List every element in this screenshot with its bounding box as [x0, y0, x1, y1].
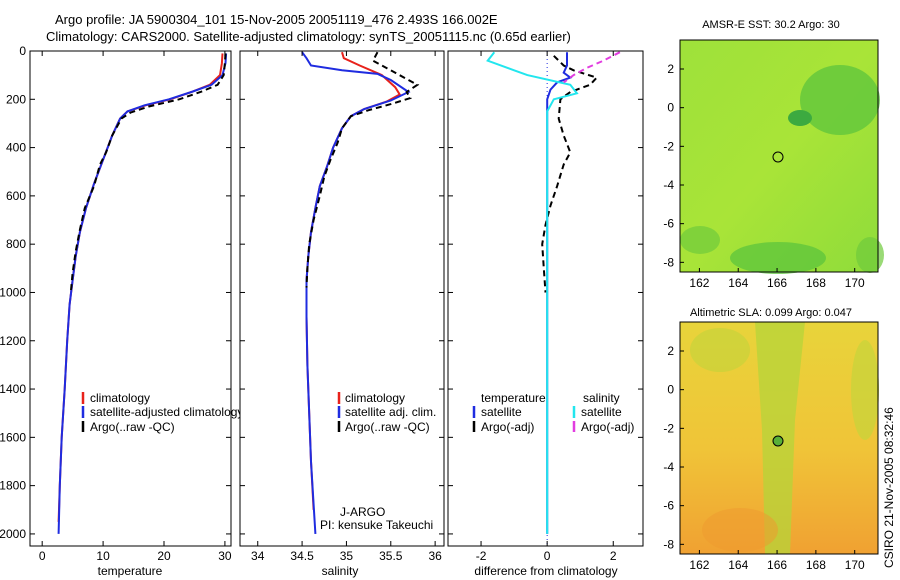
x-tick-label: 34: [251, 549, 265, 563]
sla-east-band: [851, 340, 879, 440]
legend-satellite-label: satellite-adjusted climatology: [90, 405, 243, 419]
map-y-tick-label: -2: [663, 421, 674, 435]
legend-climatology-label: climatology: [90, 391, 150, 405]
x-tick-label: 20: [157, 549, 171, 563]
sst-map-title: AMSR-E SST: 30.2 Argo: 30: [702, 19, 840, 31]
x-tick-label: 36: [428, 549, 442, 563]
map-x-tick-label: 166: [767, 558, 787, 572]
legend-salinity-argo-label: Argo(-adj): [581, 420, 634, 434]
difference-xlabel: difference from climatology: [474, 564, 617, 578]
map-y-tick-label: 0: [667, 383, 674, 397]
x-tick-label: -2: [476, 549, 487, 563]
x-tick-label: 10: [96, 549, 110, 563]
sst-southeast-patch: [856, 237, 884, 273]
map-y-tick-label: 2: [667, 344, 674, 358]
series-line-argo-raw-qc-: [69, 53, 227, 293]
map-y-tick-label: -6: [663, 217, 674, 231]
sla-map-frame: [679, 321, 879, 555]
sla-argo-location-marker: [772, 435, 784, 447]
legend-salinity-header: salinity: [583, 391, 620, 405]
sst-argo-location-marker: [772, 151, 784, 163]
difference-panel: -2 0 2 difference from climatology tempera…: [447, 50, 644, 578]
y-tick-label: 0: [19, 44, 26, 58]
map-x-tick-label: 166: [767, 276, 787, 290]
salinity-axes-frame: [239, 50, 445, 547]
difference-legend: temperature salinity satellite Argo(-adj…: [472, 391, 634, 434]
float-program-annotation: J-ARGO: [340, 505, 385, 519]
y-tick-label: 1400: [0, 382, 26, 396]
credit-timestamp: CSIRO 21-Nov-2005 08:32:46: [882, 407, 896, 568]
map-x-tick-label: 164: [728, 558, 748, 572]
legend-satellite-label: satellite adj. clim.: [345, 405, 436, 419]
sst-south-patch: [730, 242, 826, 274]
title-line-2: Climatology: CARS2000. Satellite-adjuste…: [46, 29, 571, 44]
temperature-panel: 0 10 20 30 0 200 400 600 800 1000 1200 1400 1600 180…: [0, 44, 243, 578]
sla-northwest-band: [690, 328, 750, 372]
legend-climatology-label: climatology: [345, 391, 405, 405]
y-tick-label: 400: [6, 141, 26, 155]
y-tick-label: 1200: [0, 334, 26, 348]
series-line-salinity-satellite: [486, 51, 579, 534]
map-x-tick-label: 164: [728, 276, 748, 290]
map-y-tick-label: -8: [663, 255, 674, 269]
legend-temperature-argo-label: Argo(-adj): [481, 420, 534, 434]
map-x-tick-label: 170: [845, 558, 865, 572]
map-y-tick-label: -8: [663, 537, 674, 551]
x-tick-label: 2: [610, 549, 617, 563]
temperature-axes-frame: [29, 50, 232, 547]
salinity-xlabel: salinity: [322, 564, 359, 578]
principal-investigator-annotation: PI: kensuke Takeuchi: [320, 518, 433, 532]
map-x-tick-label: 170: [845, 276, 865, 290]
legend-salinity-satellite-label: satellite: [581, 405, 622, 419]
y-tick-label: 1600: [0, 430, 26, 444]
temperature-legend: climatology satellite-adjusted climatolo…: [81, 391, 243, 434]
title-line-1: Argo profile: JA 5900304_101 15-Nov-2005…: [55, 12, 498, 27]
sst-map-frame: [679, 39, 879, 273]
series-line-argo-raw-qc-: [305, 51, 420, 288]
x-tick-label: 0: [39, 549, 46, 563]
map-y-tick-label: -4: [663, 178, 674, 192]
sla-map-title: Altimetric SLA: 0.099 Argo: 0.047: [690, 307, 852, 319]
sla-low-patch: [702, 508, 778, 552]
map-y-tick-label: -2: [663, 139, 674, 153]
map-x-tick-label: 168: [806, 558, 826, 572]
map-y-tick-label: 0: [667, 101, 674, 115]
salinity-legend: climatology satellite adj. clim. Argo(..…: [337, 391, 436, 434]
map-x-tick-label: 162: [689, 558, 709, 572]
sst-warm-core: [788, 110, 812, 126]
difference-axes-frame: [447, 50, 644, 547]
legend-temperature-header: temperature: [481, 391, 546, 405]
y-tick-label: 800: [6, 237, 26, 251]
series-line-satellite-adj-clim-: [301, 51, 411, 534]
map-y-tick-label: -4: [663, 460, 674, 474]
x-tick-label: 34.5: [290, 549, 314, 563]
y-tick-label: 2000: [0, 527, 26, 541]
map-x-tick-label: 162: [689, 276, 709, 290]
series-line-temperature-argo-adj-: [541, 55, 599, 293]
sst-southwest-patch: [680, 226, 720, 254]
legend-temperature-satellite-label: satellite: [481, 405, 522, 419]
y-tick-label: 200: [6, 92, 26, 106]
map-y-tick-label: -6: [663, 499, 674, 513]
legend-argo-label: Argo(..raw -QC): [90, 420, 175, 434]
y-tick-label: 1800: [0, 479, 26, 493]
sst-warm-patch: [800, 65, 880, 135]
y-tick-label: 600: [6, 189, 26, 203]
sla-map: Altimetric SLA: 0.099 Argo: 0.047 162 164…: [663, 307, 879, 572]
y-tick-label: 1000: [0, 285, 26, 299]
x-tick-label: 30: [218, 549, 232, 563]
x-tick-label: 35: [340, 549, 354, 563]
sst-map: AMSR-E SST: 30.2 Argo: 30 162 164 166 168 17…: [663, 19, 884, 290]
legend-argo-label: Argo(..raw -QC): [345, 420, 430, 434]
temperature-xlabel: temperature: [98, 564, 163, 578]
x-tick-label: 0: [544, 549, 551, 563]
x-tick-label: 35.5: [379, 549, 403, 563]
map-y-tick-label: 2: [667, 62, 674, 76]
series-line-salinity-argo-adj-: [563, 51, 621, 84]
salinity-panel: 34 34.5 35 35.5 36 salinity climatology sate…: [239, 50, 445, 578]
map-x-tick-label: 168: [806, 276, 826, 290]
